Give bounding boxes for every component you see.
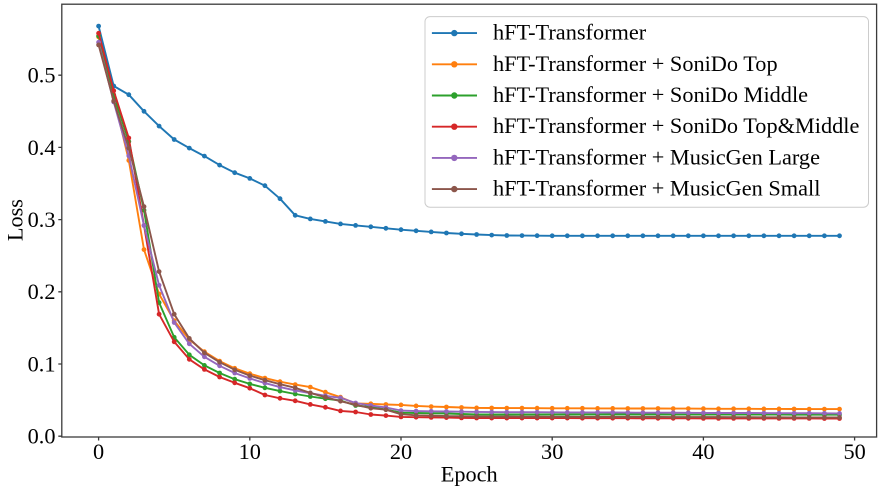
svg-text:0.5: 0.5 (28, 63, 56, 88)
svg-text:Epoch: Epoch (441, 461, 498, 486)
svg-text:hFT-Transformer + SoniDo Middl: hFT-Transformer + SoniDo Middle (493, 82, 808, 107)
svg-text:0.3: 0.3 (28, 207, 56, 232)
svg-text:hFT-Transformer: hFT-Transformer (493, 20, 647, 45)
svg-text:10: 10 (239, 439, 261, 464)
svg-text:hFT-Transformer + SoniDo Top&M: hFT-Transformer + SoniDo Top&Middle (493, 113, 859, 138)
svg-text:20: 20 (390, 439, 412, 464)
svg-text:hFT-Transformer + MusicGen Sma: hFT-Transformer + MusicGen Small (493, 176, 820, 201)
svg-text:Loss: Loss (2, 199, 27, 241)
svg-text:0.4: 0.4 (28, 135, 56, 160)
svg-text:0.0: 0.0 (28, 424, 56, 449)
svg-text:50: 50 (843, 439, 865, 464)
svg-text:hFT-Transformer + SoniDo Top: hFT-Transformer + SoniDo Top (493, 51, 778, 76)
svg-text:40: 40 (692, 439, 714, 464)
svg-text:0.1: 0.1 (28, 351, 56, 376)
svg-text:0.2: 0.2 (28, 279, 56, 304)
svg-text:0: 0 (93, 439, 104, 464)
svg-text:30: 30 (541, 439, 563, 464)
svg-text:hFT-Transformer + MusicGen Lar: hFT-Transformer + MusicGen Large (493, 144, 820, 169)
